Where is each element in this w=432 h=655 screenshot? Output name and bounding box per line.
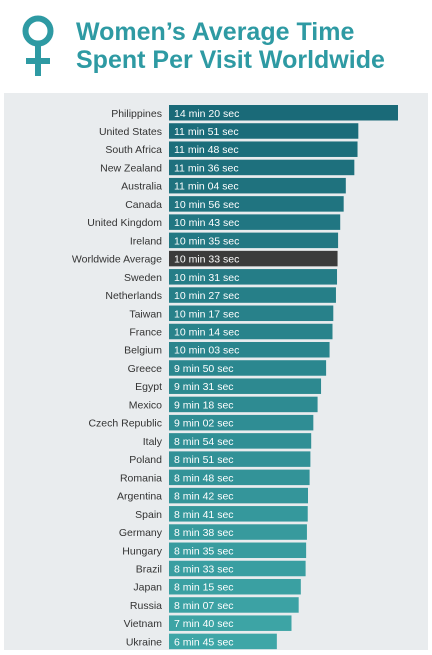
bar-germany (169, 524, 307, 540)
value-label-russia: 8 min 07 sec (174, 600, 234, 612)
bar-egypt (169, 378, 322, 394)
bar-australia (169, 177, 346, 194)
category-label-france: France (129, 327, 162, 339)
value-label-ireland: 10 min 35 sec (174, 235, 239, 247)
bar-romania (169, 469, 310, 486)
category-label-russia: Russia (130, 600, 162, 612)
value-label-czech-republic: 9 min 02 sec (174, 418, 234, 430)
value-label-canada: 10 min 56 sec (174, 199, 239, 211)
category-label-egypt: Egypt (135, 381, 162, 393)
category-label-argentina: Argentina (117, 491, 162, 503)
value-label-germany: 8 min 38 sec (174, 527, 234, 539)
chart-title: Women’s Average Time Spent Per Visit Wor… (76, 18, 385, 74)
bar-new-zealand (169, 159, 355, 176)
category-label-taiwan: Taiwan (129, 308, 162, 320)
category-label-worldwide-average: Worldwide Average (72, 254, 162, 266)
bar-russia (169, 597, 299, 613)
value-label-vietnam: 7 min 40 sec (174, 618, 234, 630)
value-label-hungary: 8 min 35 sec (174, 545, 234, 557)
category-label-vietnam: Vietnam (124, 618, 163, 630)
value-label-italy: 8 min 54 sec (174, 436, 234, 448)
value-label-united-states: 11 min 51 sec (174, 126, 239, 138)
bar-united-kingdom (169, 214, 341, 230)
bar-czech-republic (169, 414, 314, 431)
bar-greece (169, 360, 327, 376)
bar-hungary (169, 542, 307, 559)
bar-japan (169, 578, 301, 595)
category-label-japan: Japan (133, 582, 162, 594)
category-label-netherlands: Netherlands (105, 290, 162, 302)
bar-netherlands (169, 287, 336, 303)
value-label-united-kingdom: 10 min 43 sec (174, 217, 239, 229)
category-label-brazil: Brazil (136, 564, 162, 576)
bar-united-states (169, 123, 359, 139)
chart-title-line-1: Women’s Average Time (76, 18, 355, 46)
value-label-sweden: 10 min 31 sec (174, 272, 239, 284)
value-label-poland: 8 min 51 sec (174, 454, 234, 466)
category-label-mexico: Mexico (129, 399, 162, 411)
category-label-australia: Australia (121, 181, 162, 193)
bar-ukraine (169, 633, 277, 650)
category-label-united-kingdom: United Kingdom (87, 217, 162, 229)
chart-title-line-2: Spent Per Visit Worldwide (76, 46, 385, 74)
bar-belgium (169, 341, 330, 358)
category-label-czech-republic: Czech Republic (88, 418, 162, 430)
bar-spain (169, 506, 308, 522)
value-label-argentina: 8 min 42 sec (174, 491, 234, 503)
bar-chart: Philippines 14 min 20 sec United States 11 … (72, 105, 398, 650)
category-label-italy: Italy (143, 436, 163, 448)
value-label-france: 10 min 14 sec (174, 327, 239, 339)
bar-canada (169, 196, 344, 212)
bar-brazil (169, 560, 306, 577)
bar-vietnam (169, 615, 292, 631)
category-label-sweden: Sweden (124, 272, 162, 284)
value-label-netherlands: 10 min 27 sec (174, 290, 239, 302)
bar-sweden (169, 269, 338, 285)
category-label-ukraine: Ukraine (126, 636, 162, 648)
category-label-united-states: United States (99, 126, 162, 138)
value-label-belgium: 10 min 03 sec (174, 345, 239, 357)
category-label-south-africa: South Africa (105, 144, 162, 156)
value-label-brazil: 8 min 33 sec (174, 564, 234, 576)
bar-ireland (169, 232, 339, 249)
value-label-taiwan: 10 min 17 sec (174, 308, 239, 320)
bar-taiwan (169, 305, 334, 322)
chart-panel: Philippines 14 min 20 sec United States 11 … (4, 93, 428, 650)
value-label-romania: 8 min 48 sec (174, 472, 234, 484)
category-label-germany: Germany (119, 527, 163, 539)
bar-poland (169, 451, 311, 467)
value-label-greece: 9 min 50 sec (174, 363, 234, 375)
category-label-spain: Spain (135, 509, 162, 521)
value-label-worldwide-average: 10 min 33 sec (174, 254, 239, 266)
bar-italy (169, 433, 312, 449)
female-symbol-icon (22, 15, 54, 76)
value-label-spain: 8 min 41 sec (174, 509, 234, 521)
bar-mexico (169, 396, 318, 413)
category-label-greece: Greece (128, 363, 163, 375)
category-label-new-zealand: New Zealand (100, 162, 162, 174)
category-label-romania: Romania (120, 472, 162, 484)
bar-south-africa (169, 141, 358, 157)
value-label-japan: 8 min 15 sec (174, 582, 234, 594)
bar-france (169, 323, 333, 340)
bar-argentina (169, 487, 308, 504)
header: Women’s Average Time Spent Per Visit Wor… (0, 0, 432, 90)
value-label-south-africa: 11 min 48 sec (174, 144, 239, 156)
value-label-ukraine: 6 min 45 sec (174, 636, 234, 648)
category-label-poland: Poland (129, 454, 162, 466)
category-label-belgium: Belgium (124, 345, 162, 357)
value-label-mexico: 9 min 18 sec (174, 399, 234, 411)
bar-philippines (169, 105, 398, 121)
value-label-philippines: 14 min 20 sec (174, 108, 239, 120)
bar-worldwide-average (169, 250, 338, 267)
category-label-hungary: Hungary (122, 545, 162, 557)
category-label-canada: Canada (125, 199, 162, 211)
value-label-australia: 11 min 04 sec (174, 181, 239, 193)
value-label-egypt: 9 min 31 sec (174, 381, 234, 393)
category-label-ireland: Ireland (130, 235, 162, 247)
category-label-philippines: Philippines (111, 108, 162, 120)
value-label-new-zealand: 11 min 36 sec (174, 162, 239, 174)
